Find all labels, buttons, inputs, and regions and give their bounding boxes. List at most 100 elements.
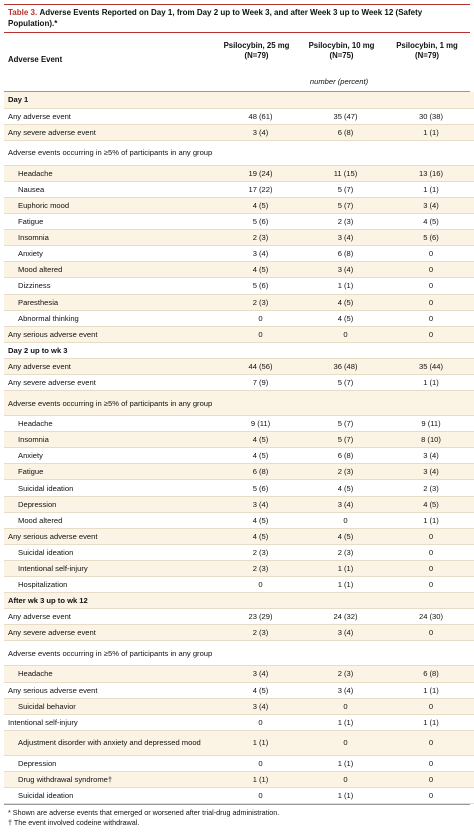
row-label: Insomnia <box>4 229 218 247</box>
row-label: Suicidal ideation <box>4 787 218 805</box>
row-label: Intentional self-injury <box>4 714 218 731</box>
table-row: Any adverse event 48 (61) 35 (47) 30 (38) <box>4 108 474 125</box>
table-row: Drug withdrawal syndrome† 1 (1) 0 0 <box>4 771 474 788</box>
value-cell: 0 <box>388 528 474 545</box>
value-cell: 1 (1) <box>303 787 388 805</box>
value-cell: 1 (1) <box>303 755 388 772</box>
value-cell: 2 (3) <box>218 624 303 642</box>
value-cell <box>388 390 474 417</box>
section-row: Day 1 <box>4 92 474 109</box>
value-cell: 2 (3) <box>218 229 303 247</box>
table-header: Adverse Event Psilocybin, 25 mg (N=79) P… <box>4 33 470 92</box>
value-cell: 4 (5) <box>388 213 474 231</box>
table-row: Anxiety 3 (4) 6 (8) 0 <box>4 245 474 263</box>
value-cell: 3 (4) <box>218 665 303 683</box>
value-cell: 30 (38) <box>388 108 474 125</box>
section-label: Day 2 up to wk 3 <box>4 342 218 359</box>
table-caption: Adverse Events Reported on Day 1, from D… <box>8 8 423 28</box>
row-label: Nausea <box>4 181 218 198</box>
value-cell: 0 <box>388 787 474 805</box>
table-row: Abnormal thinking 0 4 (5) 0 <box>4 310 474 327</box>
section-label: Day 1 <box>4 92 218 109</box>
row-label: Any adverse event <box>4 608 218 626</box>
value-cell: 5 (7) <box>303 181 388 198</box>
value-cell: 4 (5) <box>218 261 303 279</box>
row-label: Suicidal ideation <box>4 544 218 561</box>
value-cell: 0 <box>388 261 474 279</box>
value-cell <box>303 92 388 109</box>
row-label: Any adverse event <box>4 358 218 376</box>
value-cell: 1 (1) <box>303 714 388 731</box>
value-cell <box>218 390 303 417</box>
value-cell: 3 (4) <box>218 698 303 715</box>
row-label: Any adverse event <box>4 108 218 125</box>
row-label: Depression <box>4 755 218 772</box>
section-row: Day 2 up to wk 3 <box>4 342 474 359</box>
table-row: Adjustment disorder with anxiety and dep… <box>4 730 474 756</box>
value-cell: 3 (4) <box>303 229 388 247</box>
table-row: Anxiety 4 (5) 6 (8) 3 (4) <box>4 447 474 465</box>
value-cell: 3 (4) <box>388 447 474 465</box>
value-cell: 0 <box>388 730 474 756</box>
value-cell: 0 <box>303 512 388 529</box>
value-cell: 5 (7) <box>303 415 388 433</box>
table-row: Intentional self-injury 0 1 (1) 1 (1) <box>4 714 474 731</box>
value-cell: 0 <box>388 294 474 311</box>
header-group-1mg-name: Psilocybin, 1 mg <box>396 41 458 50</box>
value-cell: 3 (4) <box>388 463 474 481</box>
table-row: Mood altered 4 (5) 0 1 (1) <box>4 512 474 529</box>
row-label: Drug withdrawal syndrome† <box>4 771 218 788</box>
value-cell: 0 <box>218 787 303 805</box>
value-cell: 3 (4) <box>303 496 388 513</box>
value-cell: 2 (3) <box>303 213 388 231</box>
table-row: Headache 19 (24) 11 (15) 13 (16) <box>4 165 474 182</box>
value-cell: 4 (5) <box>218 512 303 529</box>
value-cell: 0 <box>303 730 388 756</box>
row-label: Suicidal behavior <box>4 698 218 715</box>
row-label: Any severe adverse event <box>4 124 218 141</box>
table-row: Headache 9 (11) 5 (7) 9 (11) <box>4 415 474 433</box>
value-cell: 0 <box>388 310 474 327</box>
value-cell: 3 (4) <box>303 682 388 699</box>
row-label: Adverse events occurring in ≥5% of parti… <box>4 640 218 667</box>
value-cell: 3 (4) <box>218 124 303 141</box>
value-cell: 1 (1) <box>388 682 474 699</box>
table-frame: Table 3. Adverse Events Reported on Day … <box>4 4 474 828</box>
value-cell: 9 (11) <box>388 415 474 433</box>
value-cell <box>388 92 474 109</box>
value-cell: 1 (1) <box>388 512 474 529</box>
value-cell: 24 (32) <box>303 608 388 626</box>
row-label: Any serious adverse event <box>4 528 218 545</box>
table-row: Any adverse event 23 (29) 24 (32) 24 (30) <box>4 608 474 626</box>
value-cell: 0 <box>388 560 474 578</box>
value-cell: 0 <box>218 576 303 594</box>
table-number: Table 3. <box>8 8 38 17</box>
table-row: Fatigue 6 (8) 2 (3) 3 (4) <box>4 463 474 481</box>
value-cell: 1 (1) <box>218 730 303 756</box>
value-cell: 5 (7) <box>303 374 388 392</box>
value-cell <box>218 140 303 166</box>
table-row: Suicidal ideation 5 (6) 4 (5) 2 (3) <box>4 479 474 497</box>
table-row: Suicidal behavior 3 (4) 0 0 <box>4 698 474 715</box>
value-cell: 0 <box>218 714 303 731</box>
value-cell: 0 <box>218 755 303 772</box>
value-cell: 0 <box>388 277 474 295</box>
value-cell: 6 (8) <box>388 665 474 683</box>
row-label: Mood altered <box>4 512 218 529</box>
value-cell: 2 (3) <box>218 294 303 311</box>
value-cell: 0 <box>388 771 474 788</box>
value-cell: 4 (5) <box>218 682 303 699</box>
value-cell: 1 (1) <box>388 374 474 392</box>
value-cell: 1 (1) <box>303 560 388 578</box>
row-label: Headache <box>4 665 218 683</box>
value-cell: 6 (8) <box>303 245 388 263</box>
row-label: Paresthesia <box>4 294 218 311</box>
row-label: Any serious adverse event <box>4 682 218 699</box>
value-cell: 0 <box>218 326 303 343</box>
row-label: Adverse events occurring in ≥5% of parti… <box>4 390 218 417</box>
value-cell: 48 (61) <box>218 108 303 125</box>
table-row: Paresthesia 2 (3) 4 (5) 0 <box>4 294 474 311</box>
value-cell: 4 (5) <box>303 294 388 311</box>
value-cell: 3 (4) <box>303 261 388 279</box>
value-cell: 0 <box>388 698 474 715</box>
